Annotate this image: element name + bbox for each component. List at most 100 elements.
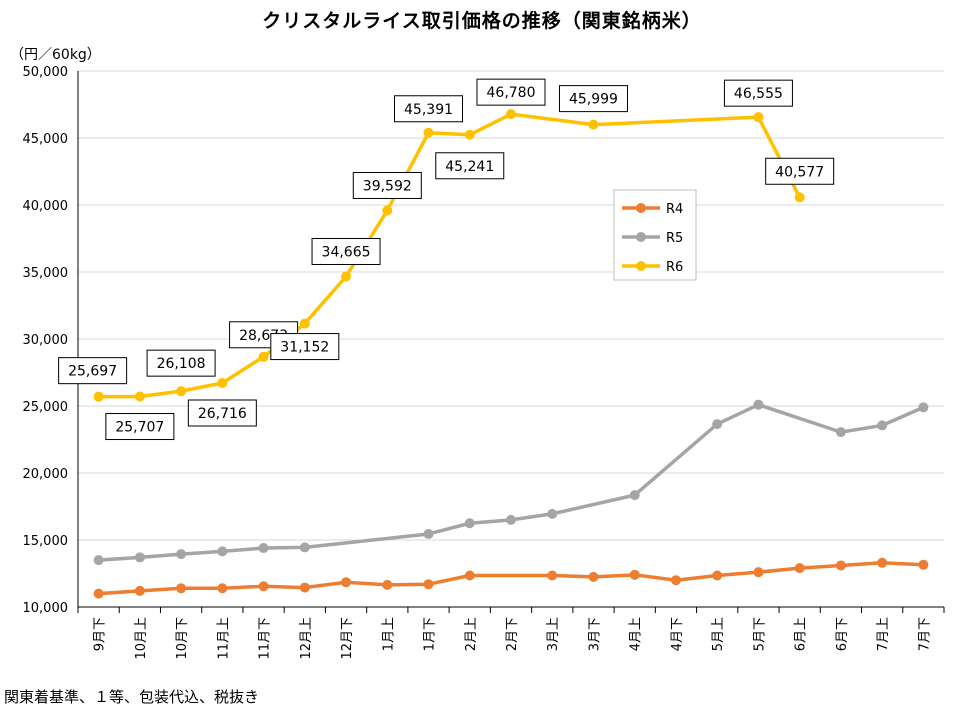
data-label: 40,577: [775, 164, 824, 180]
x-tick-label: 1月上: [381, 617, 396, 651]
data-point-r5: [299, 542, 310, 553]
data-label-box: [58, 357, 128, 385]
data-point-r4: [918, 559, 929, 570]
data-label-box: [435, 152, 505, 180]
data-point-r5: [134, 552, 145, 563]
data-label-box: [105, 413, 175, 441]
x-tick-label: 2月上: [464, 617, 479, 651]
x-tick-label: 6月下: [835, 617, 850, 651]
data-point-r6: [299, 318, 310, 329]
data-label: 45,999: [569, 92, 618, 108]
data-point-r5: [464, 518, 475, 529]
data-point-r6: [382, 205, 393, 216]
data-point-r5: [217, 546, 228, 557]
data-label: 46,555: [734, 86, 783, 102]
data-point-r5: [547, 508, 558, 519]
data-point-r6: [217, 378, 228, 389]
x-tick-label: 11月上: [216, 617, 231, 660]
data-point-r5: [258, 543, 269, 554]
x-tick-label: 12月上: [299, 617, 314, 660]
line-chart: 10,000 15,000 20,000 25,000 30,000 35,000 40,0…: [23, 65, 945, 660]
data-label: 39,592: [363, 178, 412, 194]
x-tick-label: 5月下: [752, 617, 767, 651]
data-point-r6: [753, 112, 764, 123]
y-tick-label: 25,000: [23, 400, 69, 415]
data-point-r6: [506, 109, 516, 120]
series-line-r4: [98, 561, 924, 596]
data-point-r5: [93, 555, 104, 566]
chart-footnote: 関東着基準、１等、包装代込、税抜き: [4, 688, 260, 706]
data-point-r6: [423, 127, 434, 138]
data-point-r4: [670, 575, 681, 586]
data-point-r4: [712, 570, 723, 581]
x-tick-label: 1月下: [423, 617, 438, 651]
x-tick-label: 4月下: [670, 617, 685, 651]
data-point-r5: [835, 427, 846, 438]
x-tick-label: 7月下: [917, 617, 932, 651]
data-point-r6: [258, 351, 269, 362]
data-point-r6: [93, 391, 104, 402]
legend-entry: R6: [666, 260, 683, 275]
data-point-r6: [176, 386, 187, 397]
data-point-r4: [464, 570, 475, 581]
data-label: 31,152: [280, 340, 329, 356]
legend-entry: R4: [666, 202, 683, 217]
data-point-r6: [134, 391, 145, 402]
data-point-r4: [382, 579, 393, 590]
series-line-r5: [98, 402, 925, 562]
x-tick-label: 3月下: [587, 617, 602, 651]
data-label-box: [146, 349, 216, 377]
data-label: 25,707: [115, 420, 164, 436]
x-tick-label: 10月上: [134, 617, 149, 660]
data-label: 34,665: [322, 244, 371, 260]
x-tick-label: 3月上: [546, 617, 561, 651]
data-point-r6: [341, 271, 352, 282]
y-tick-label: 35,000: [23, 266, 69, 281]
data-point-r5: [629, 490, 640, 501]
data-point-r4: [93, 588, 104, 599]
data-point-r5: [877, 420, 888, 431]
y-tick-label: 40,000: [23, 199, 69, 214]
data-point-r4: [176, 583, 187, 594]
data-point-r5: [506, 514, 516, 525]
data-label-box: [270, 333, 340, 361]
data-label-box: [723, 79, 793, 107]
data-label: 26,716: [198, 406, 247, 422]
data-label: 26,108: [157, 356, 206, 372]
legend-marker: [636, 203, 646, 213]
x-tick-label: 2月下: [505, 617, 520, 651]
data-point-r6: [794, 192, 805, 203]
legend-marker: [636, 261, 646, 271]
x-tick-label: 4月上: [629, 617, 644, 651]
legend-entry: R5: [666, 231, 683, 246]
data-label: 45,391: [404, 102, 453, 118]
y-tick-label: 20,000: [23, 467, 69, 482]
chart-title: クリスタルライス取引価格の推移（関東銘柄米）: [262, 10, 702, 32]
data-point-r5: [918, 402, 929, 413]
x-tick-label: 7月上: [876, 617, 891, 651]
x-tick-label: 5月上: [711, 617, 726, 651]
data-point-r6: [588, 119, 599, 130]
x-tick-label: 6月上: [794, 617, 809, 651]
x-tick-label: 12月下: [340, 617, 355, 660]
data-point-r4: [588, 571, 599, 582]
y-tick-label: 45,000: [23, 132, 69, 147]
data-point-r4: [835, 560, 846, 571]
data-label-box: [311, 237, 381, 265]
data-point-r5: [176, 549, 187, 560]
data-point-r4: [794, 563, 805, 574]
data-point-r4: [299, 582, 310, 593]
x-tick-label: 10月下: [175, 617, 190, 660]
y-axis-unit-label: （円／60kg）: [10, 47, 101, 63]
data-point-r4: [258, 581, 269, 592]
data-point-r4: [877, 557, 888, 568]
x-tick-label: 9月下: [93, 617, 108, 651]
data-point-r5: [753, 399, 764, 410]
legend-marker: [636, 232, 646, 242]
data-label: 46,780: [487, 85, 536, 101]
data-point-r4: [423, 579, 434, 590]
data-point-r4: [134, 585, 145, 596]
data-point-r6: [464, 129, 475, 140]
y-tick-label: 30,000: [23, 333, 69, 348]
data-point-r5: [423, 528, 434, 539]
